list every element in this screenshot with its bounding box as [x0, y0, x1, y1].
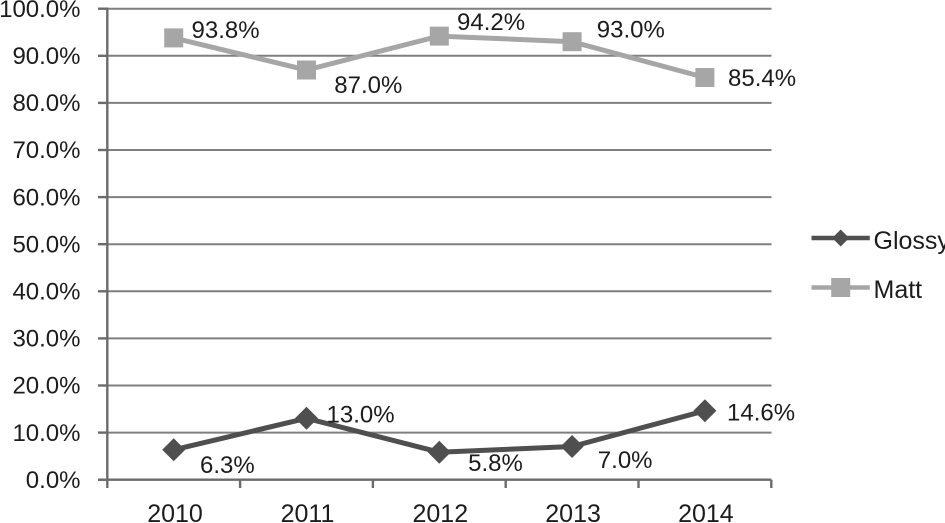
svg-text:80.0%: 80.0% [12, 90, 80, 117]
svg-text:90.0%: 90.0% [12, 43, 80, 70]
svg-text:94.2%: 94.2% [457, 9, 525, 36]
svg-text:30.0%: 30.0% [12, 326, 80, 353]
svg-text:70.0%: 70.0% [12, 137, 80, 164]
svg-text:20.0%: 20.0% [12, 373, 80, 400]
svg-text:0.0%: 0.0% [26, 467, 81, 494]
svg-text:2014: 2014 [678, 500, 734, 523]
svg-text:5.8%: 5.8% [468, 450, 523, 477]
svg-text:Glossy: Glossy [874, 227, 945, 255]
svg-text:10.0%: 10.0% [12, 420, 80, 447]
svg-text:93.0%: 93.0% [597, 17, 665, 44]
svg-text:100.0%: 100.0% [0, 0, 81, 23]
svg-text:13.0%: 13.0% [327, 402, 395, 429]
svg-text:2010: 2010 [147, 500, 203, 523]
svg-text:2013: 2013 [545, 500, 601, 523]
svg-text:40.0%: 40.0% [12, 279, 80, 306]
svg-text:50.0%: 50.0% [12, 231, 80, 258]
svg-text:6.3%: 6.3% [200, 452, 255, 479]
svg-text:2012: 2012 [412, 500, 468, 523]
svg-text:7.0%: 7.0% [598, 447, 653, 474]
svg-text:93.8%: 93.8% [192, 17, 260, 44]
svg-text:85.4%: 85.4% [728, 65, 796, 92]
svg-text:60.0%: 60.0% [12, 184, 80, 211]
svg-text:14.6%: 14.6% [727, 400, 795, 427]
svg-text:2011: 2011 [281, 500, 335, 523]
svg-text:87.0%: 87.0% [334, 72, 402, 99]
svg-text:Matt: Matt [874, 276, 923, 304]
